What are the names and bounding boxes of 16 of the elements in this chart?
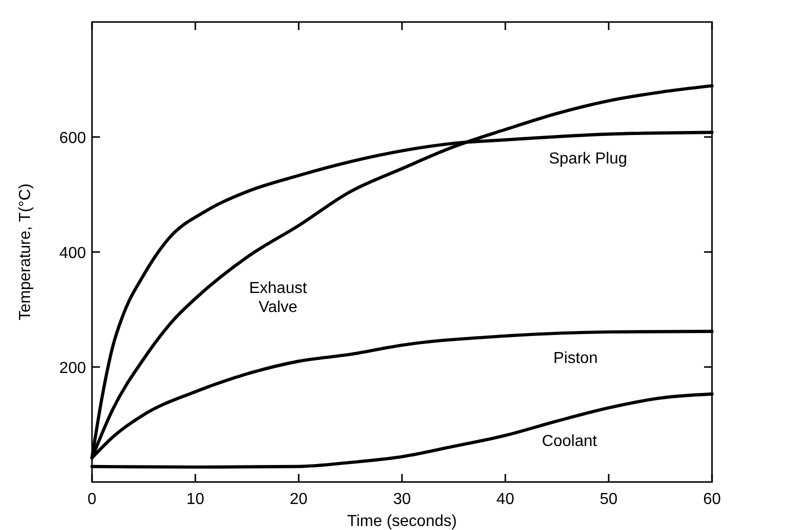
x-tick-label: 60 [703,491,721,508]
x-axis-title: Time (seconds) [347,513,457,530]
x-tick-label: 20 [290,491,308,508]
y-tick-label: 400 [59,245,86,262]
series-label: Coolant [542,432,598,450]
series-label: Exhaust Valve [249,280,308,316]
y-tick-label: 200 [59,360,86,377]
y-tick-label: 600 [59,130,86,147]
x-tick-label: 40 [496,491,514,508]
x-tick-label: 10 [186,491,204,508]
x-tick-label: 50 [600,491,618,508]
x-tick-label: 30 [393,491,411,508]
x-tick-label: 0 [88,491,97,508]
series-label: Piston [553,350,598,368]
series-label: Spark Plug [548,150,628,168]
y-axis-title: Temperature, T(°C) [17,184,34,320]
